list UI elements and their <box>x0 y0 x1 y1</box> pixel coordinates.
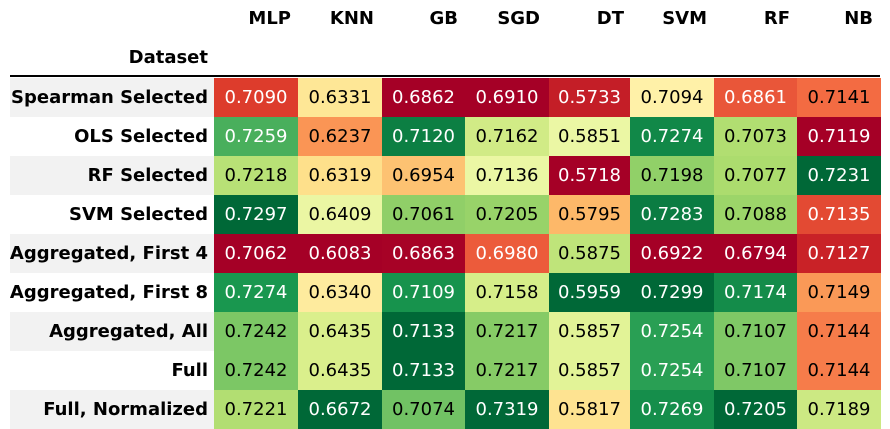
cell-rf-selected-dt: 0.5718 <box>549 156 630 195</box>
cell-svm-selected-knn: 0.6409 <box>298 195 382 234</box>
cell-full-normalized-knn: 0.6672 <box>298 390 382 429</box>
cell-ols-selected-knn: 0.6237 <box>298 117 382 156</box>
cell-full-normalized-nb: 0.7189 <box>797 390 881 429</box>
cell-aggregated-all-gb: 0.7133 <box>382 312 465 351</box>
cell-aggregated-first-8-dt: 0.5959 <box>549 273 630 312</box>
cell-ols-selected-sgd: 0.7162 <box>465 117 549 156</box>
cell-svm-selected-svm: 0.7283 <box>630 195 714 234</box>
row-label-rf-selected: RF Selected <box>87 165 208 186</box>
column-header-sgd: SGD <box>497 8 540 29</box>
cell-svm-selected-mlp: 0.7297 <box>214 195 298 234</box>
row-label-ols-selected: OLS Selected <box>74 126 208 147</box>
cell-svm-selected-sgd: 0.7205 <box>465 195 549 234</box>
row-label-full: Full <box>171 360 208 381</box>
cell-full-dt: 0.5857 <box>549 351 630 390</box>
header-rule <box>10 75 880 77</box>
cell-ols-selected-dt: 0.5851 <box>549 117 630 156</box>
cell-aggregated-first-8-mlp: 0.7274 <box>214 273 298 312</box>
cell-svm-selected-dt: 0.5795 <box>549 195 630 234</box>
cell-aggregated-first-4-knn: 0.6083 <box>298 234 382 273</box>
row-label-aggregated-first-8: Aggregated, First 8 <box>9 282 208 303</box>
cell-aggregated-first-8-knn: 0.6340 <box>298 273 382 312</box>
cell-full-normalized-svm: 0.7269 <box>630 390 714 429</box>
cell-full-normalized-gb: 0.7074 <box>382 390 465 429</box>
cell-aggregated-first-4-nb: 0.7127 <box>797 234 881 273</box>
cell-full-sgd: 0.7217 <box>465 351 549 390</box>
cell-aggregated-all-knn: 0.6435 <box>298 312 382 351</box>
row-stripe-spearman-selected <box>10 78 214 117</box>
cell-ols-selected-gb: 0.7120 <box>382 117 465 156</box>
cell-spearman-selected-knn: 0.6331 <box>298 78 382 117</box>
cell-aggregated-first-8-sgd: 0.7158 <box>465 273 549 312</box>
cell-aggregated-all-dt: 0.5857 <box>549 312 630 351</box>
cell-aggregated-first-8-svm: 0.7299 <box>630 273 714 312</box>
cell-full-svm: 0.7254 <box>630 351 714 390</box>
cell-aggregated-first-4-sgd: 0.6980 <box>465 234 549 273</box>
cell-rf-selected-sgd: 0.7136 <box>465 156 549 195</box>
cell-full-normalized-dt: 0.5817 <box>549 390 630 429</box>
cell-svm-selected-nb: 0.7135 <box>797 195 881 234</box>
cell-full-knn: 0.6435 <box>298 351 382 390</box>
cell-spearman-selected-svm: 0.7094 <box>630 78 714 117</box>
cell-aggregated-all-sgd: 0.7217 <box>465 312 549 351</box>
cell-aggregated-first-8-gb: 0.7109 <box>382 273 465 312</box>
cell-full-mlp: 0.7242 <box>214 351 298 390</box>
cell-rf-selected-rf: 0.7077 <box>714 156 797 195</box>
cell-ols-selected-mlp: 0.7259 <box>214 117 298 156</box>
cell-svm-selected-rf: 0.7088 <box>714 195 797 234</box>
cell-rf-selected-gb: 0.6954 <box>382 156 465 195</box>
column-header-dt: DT <box>596 8 624 29</box>
index-header: Dataset <box>128 47 208 68</box>
row-label-full-normalized: Full, Normalized <box>43 399 208 420</box>
cell-aggregated-first-4-rf: 0.6794 <box>714 234 797 273</box>
cell-ols-selected-nb: 0.7119 <box>797 117 881 156</box>
cell-rf-selected-nb: 0.7231 <box>797 156 881 195</box>
cell-full-normalized-sgd: 0.7319 <box>465 390 549 429</box>
cell-svm-selected-gb: 0.7061 <box>382 195 465 234</box>
cell-aggregated-all-mlp: 0.7242 <box>214 312 298 351</box>
cell-ols-selected-svm: 0.7274 <box>630 117 714 156</box>
cell-aggregated-first-4-dt: 0.5875 <box>549 234 630 273</box>
cell-aggregated-first-4-gb: 0.6863 <box>382 234 465 273</box>
cell-aggregated-first-8-rf: 0.7174 <box>714 273 797 312</box>
cell-aggregated-all-nb: 0.7144 <box>797 312 881 351</box>
row-label-aggregated-first-4: Aggregated, First 4 <box>9 243 208 264</box>
row-label-spearman-selected: Spearman Selected <box>11 87 208 108</box>
cell-aggregated-first-4-svm: 0.6922 <box>630 234 714 273</box>
cell-spearman-selected-sgd: 0.6910 <box>465 78 549 117</box>
cell-spearman-selected-nb: 0.7141 <box>797 78 881 117</box>
cell-full-normalized-rf: 0.7205 <box>714 390 797 429</box>
row-stripe-full-normalized <box>10 390 214 429</box>
cell-rf-selected-mlp: 0.7218 <box>214 156 298 195</box>
column-header-mlp: MLP <box>248 8 291 29</box>
cell-aggregated-all-svm: 0.7254 <box>630 312 714 351</box>
cell-rf-selected-svm: 0.7198 <box>630 156 714 195</box>
row-label-svm-selected: SVM Selected <box>69 204 208 225</box>
row-stripe-aggregated-all <box>10 312 214 351</box>
cell-full-normalized-mlp: 0.7221 <box>214 390 298 429</box>
cell-aggregated-all-rf: 0.7107 <box>714 312 797 351</box>
cell-rf-selected-knn: 0.6319 <box>298 156 382 195</box>
column-header-svm: SVM <box>662 8 707 29</box>
column-header-rf: RF <box>763 8 790 29</box>
cell-full-nb: 0.7144 <box>797 351 881 390</box>
row-stripe-rf-selected <box>10 156 214 195</box>
column-header-nb: NB <box>844 8 873 29</box>
column-header-gb: GB <box>429 8 459 29</box>
cell-spearman-selected-gb: 0.6862 <box>382 78 465 117</box>
row-stripe-aggregated-first-4 <box>10 234 214 273</box>
cell-aggregated-first-4-mlp: 0.7062 <box>214 234 298 273</box>
column-header-knn: KNN <box>329 8 374 29</box>
cell-full-rf: 0.7107 <box>714 351 797 390</box>
cell-ols-selected-rf: 0.7073 <box>714 117 797 156</box>
cell-aggregated-first-8-nb: 0.7149 <box>797 273 881 312</box>
cell-spearman-selected-rf: 0.6861 <box>714 78 797 117</box>
cell-full-gb: 0.7133 <box>382 351 465 390</box>
cell-spearman-selected-mlp: 0.7090 <box>214 78 298 117</box>
cell-spearman-selected-dt: 0.5733 <box>549 78 630 117</box>
row-label-aggregated-all: Aggregated, All <box>49 321 208 342</box>
